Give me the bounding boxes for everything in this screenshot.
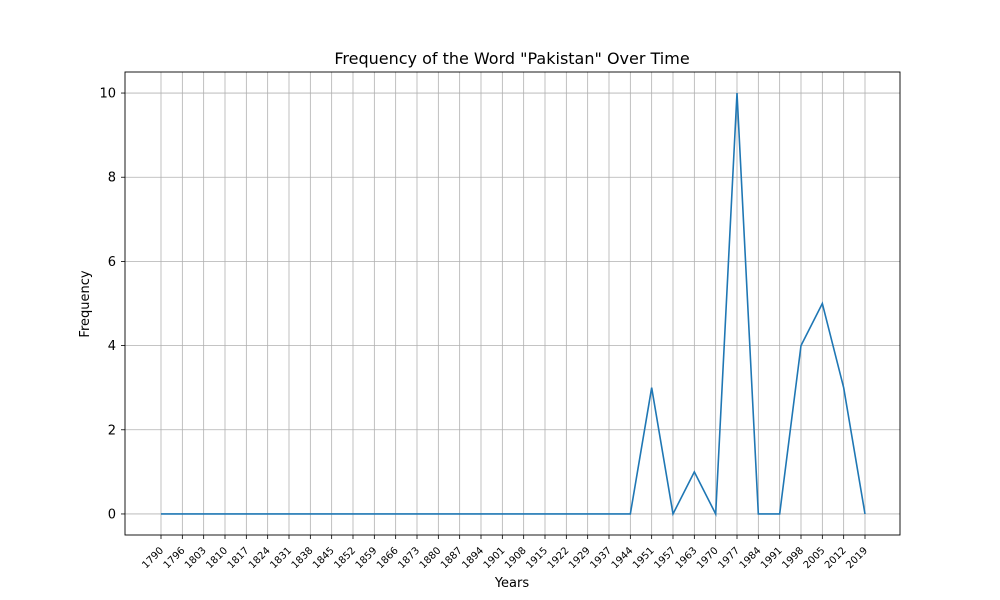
x-axis-label: Years [494,576,530,591]
series-line [161,93,866,517]
grid [125,72,900,535]
y-axis-label: Frequency [78,270,93,337]
y-tick-label: 8 [108,171,116,186]
y-tick-label: 6 [108,255,116,270]
y-tick-label: 4 [108,339,116,354]
series-layer [161,93,866,517]
y-tick-label: 0 [108,507,116,522]
y-tick-label: 10 [99,87,116,102]
axes [124,71,901,536]
y-tick-label: 2 [108,423,116,438]
plot-frame [124,71,901,536]
chart-title: Frequency of the Word "Pakistan" Over Ti… [334,49,689,68]
